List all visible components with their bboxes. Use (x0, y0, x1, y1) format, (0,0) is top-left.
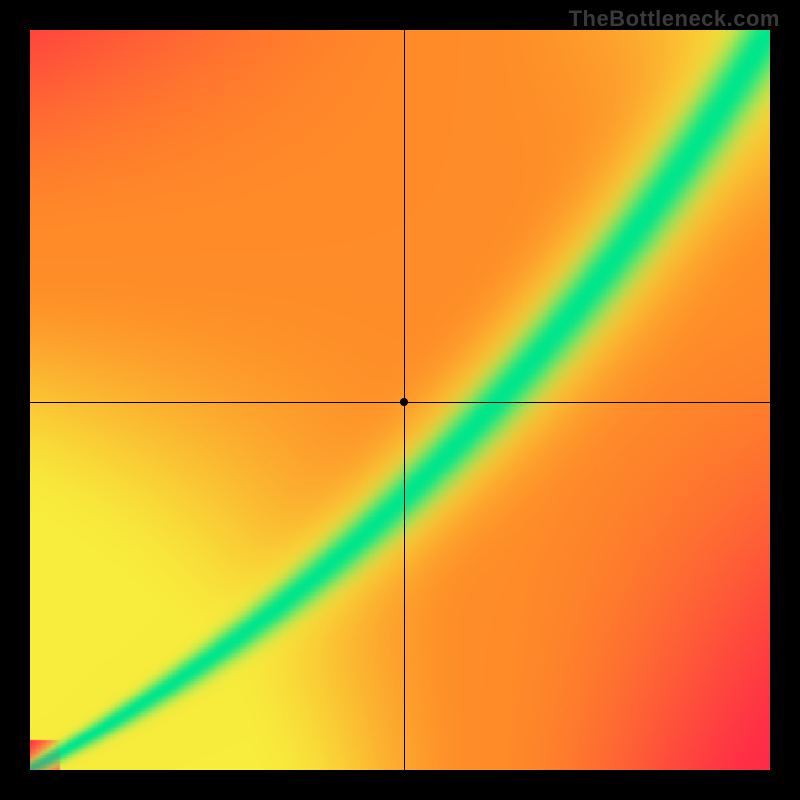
chart-frame: TheBottleneck.com (0, 0, 800, 800)
heatmap-plot (30, 30, 770, 770)
crosshair-marker (400, 398, 408, 406)
watermark-text: TheBottleneck.com (569, 6, 780, 32)
